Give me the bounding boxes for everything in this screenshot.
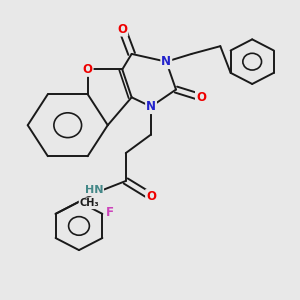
Text: O: O [196,91,206,104]
Text: O: O [146,190,156,203]
Text: O: O [117,22,127,36]
Text: CH₃: CH₃ [80,198,99,208]
Text: F: F [106,206,114,219]
Text: O: O [82,63,93,76]
Text: HN: HN [85,185,103,195]
Text: N: N [161,55,171,68]
Text: N: N [146,100,156,113]
